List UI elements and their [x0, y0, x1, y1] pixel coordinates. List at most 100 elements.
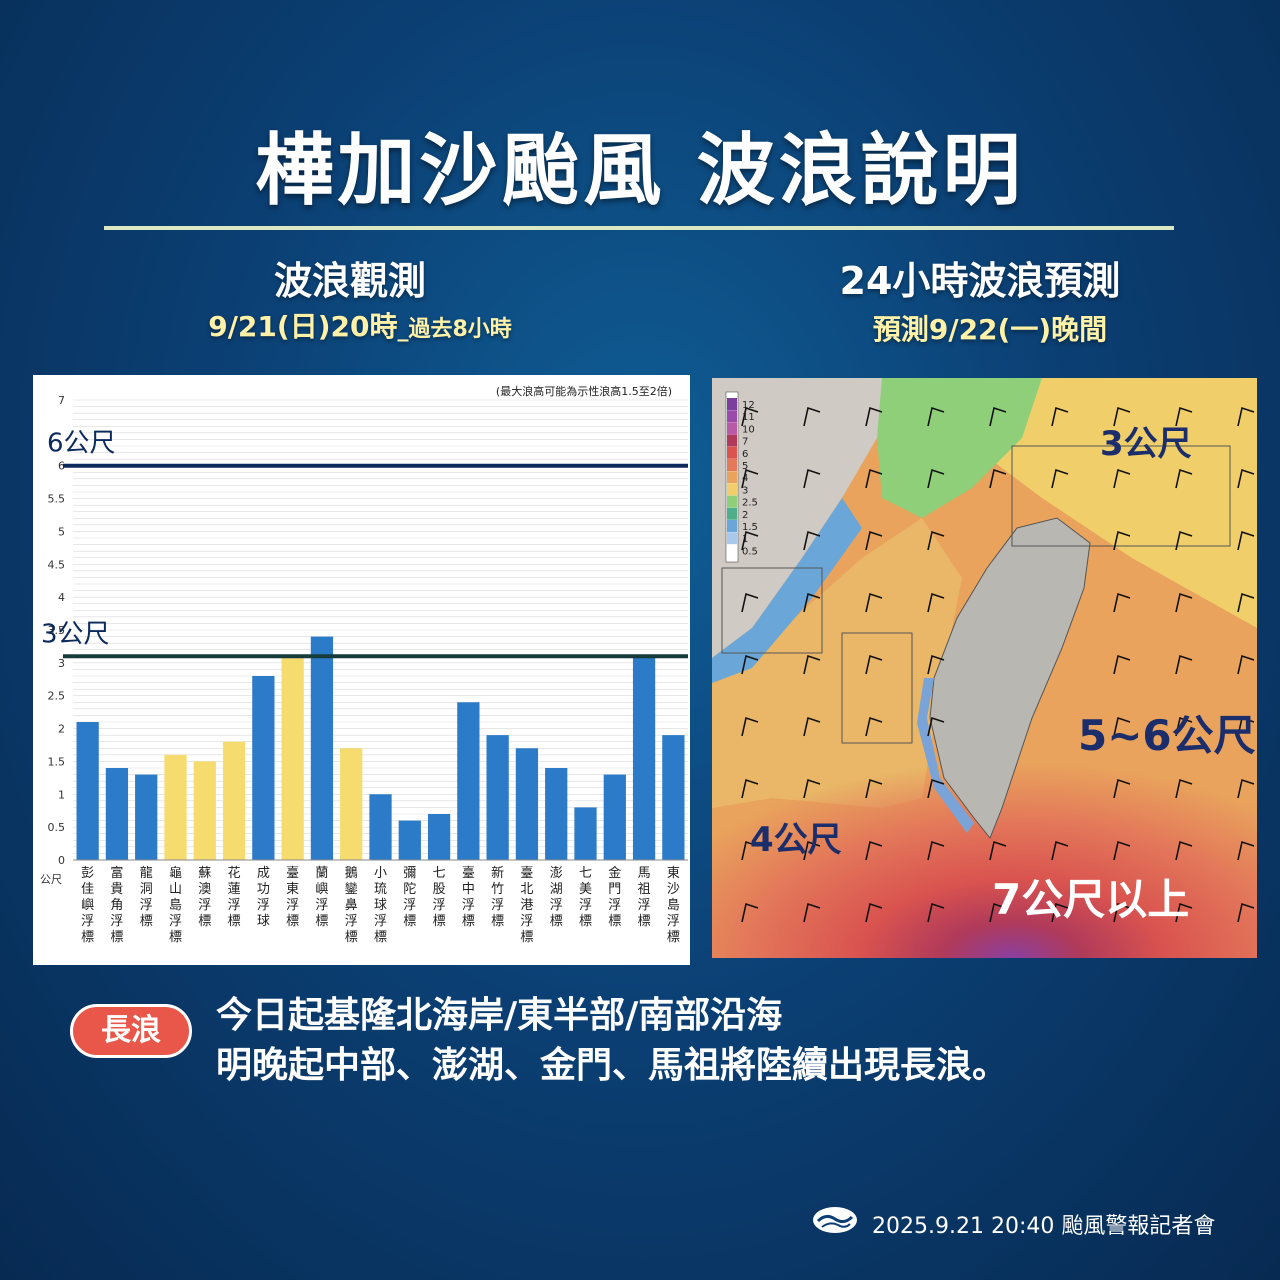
bar	[574, 807, 597, 860]
observation-period: _過去8小時	[397, 317, 512, 342]
wind-barb	[741, 530, 759, 551]
y-tick-label: 4	[58, 591, 65, 604]
category-label-char: 浮	[579, 898, 592, 913]
category-label-char: 標	[140, 914, 153, 929]
y-tick-label: 3	[58, 657, 65, 670]
chart-svg: 00.511.522.533.544.555.567公尺6公尺3公尺彭佳嶼浮標富…	[40, 394, 688, 945]
category-label-char: 臺	[286, 866, 299, 881]
wind-barb	[1113, 406, 1131, 427]
wave-forecast-map: 12 11 10 7 6 5 4 3 2.5 2 1.5 1 0.5 3公尺 5~6公尺 4公尺 7公尺…	[712, 378, 1257, 958]
category-label-char: 浮	[110, 914, 123, 929]
category-label-char: 陀	[403, 881, 416, 897]
wind-barb	[989, 406, 1007, 427]
category-label-char: 洞	[140, 882, 153, 897]
zone-penghu	[841, 632, 913, 744]
category-label-char: 金	[608, 865, 621, 881]
category-label-char: 浮	[169, 914, 182, 929]
wind-barb	[1175, 778, 1193, 799]
category-label-char: 島	[667, 898, 680, 913]
category-label-char: 標	[198, 914, 211, 929]
y-axis-label: 公尺	[40, 873, 62, 886]
category-label-char: 標	[433, 914, 446, 929]
wind-barb	[1113, 654, 1131, 675]
map-label-north: 3公尺	[1100, 424, 1192, 464]
wind-barb	[1237, 902, 1255, 923]
threshold-label: 6公尺	[47, 429, 116, 459]
wind-barb	[927, 530, 945, 551]
swell-badge: 長浪	[70, 1004, 192, 1058]
wind-barb	[1237, 406, 1255, 427]
wind-barb	[1113, 902, 1131, 923]
category-label-char: 浮	[520, 914, 533, 929]
bar	[398, 820, 421, 860]
legend-value: 2.5	[742, 498, 758, 509]
zone-north	[1011, 445, 1231, 547]
category-label-char: 湖	[550, 882, 563, 897]
wind-barb	[927, 716, 945, 737]
category-label-char: 嶼	[81, 898, 94, 913]
forecast-subtitle: 預測9/22(一)晚間	[872, 313, 1108, 346]
category-label-char: 竹	[491, 882, 504, 897]
category-label-char: 浮	[286, 898, 299, 913]
wind-barb	[1175, 902, 1193, 923]
category-label-char: 標	[667, 930, 680, 945]
bar	[662, 735, 685, 860]
legend-value: 11	[742, 412, 755, 423]
category-label-char: 標	[315, 914, 328, 929]
category-label-char: 富	[110, 865, 123, 881]
bar	[105, 768, 129, 860]
category-label-char: 標	[169, 930, 182, 945]
legend-value: 3	[742, 485, 748, 496]
category-label-char: 嶼	[315, 882, 328, 897]
category-label-char: 龍	[140, 865, 153, 881]
taiwan-west-shallow	[917, 678, 974, 833]
category-label-char: 標	[638, 914, 651, 929]
y-tick-label: 4.5	[48, 558, 66, 571]
wind-barb	[927, 902, 945, 923]
category-label-char: 澳	[198, 881, 211, 897]
wind-barb	[865, 406, 883, 427]
category-label-char: 浮	[140, 898, 153, 913]
bar	[310, 636, 334, 860]
footer-text: 2025.9.21 20:40 颱風警報記者會	[872, 1214, 1216, 1239]
bar	[427, 814, 451, 860]
wind-barb	[927, 468, 945, 489]
category-label-char: 七	[433, 866, 446, 881]
wind-barb	[741, 716, 759, 737]
legend-swatch	[727, 544, 737, 557]
legend-value: 2	[742, 510, 748, 521]
zone-strait	[721, 567, 823, 654]
wind-barb	[803, 902, 821, 923]
wind-barb	[803, 716, 821, 737]
category-label-char: 浮	[403, 898, 416, 913]
wind-barb	[1175, 406, 1193, 427]
category-label-char: 美	[579, 882, 592, 897]
category-label-char: 浮	[638, 898, 651, 913]
category-label-char: 花	[228, 865, 241, 881]
wind-barb	[1113, 840, 1131, 861]
title-divider	[104, 226, 1174, 230]
category-label-char: 臺	[462, 866, 475, 881]
category-label-char: 標	[520, 930, 533, 945]
wind-barb	[1051, 840, 1069, 861]
legend-swatch	[727, 471, 737, 484]
category-label-char: 祖	[638, 882, 651, 897]
category-label-char: 七	[579, 866, 592, 881]
wind-barb	[741, 840, 759, 861]
bar	[252, 676, 275, 860]
wind-barb	[803, 530, 821, 551]
bar	[603, 774, 626, 860]
wind-barb	[927, 406, 945, 427]
observation-time: 9/21(日)20時	[208, 310, 398, 343]
wind-barb	[1051, 468, 1069, 489]
legend-swatch	[727, 434, 737, 447]
wind-barb	[865, 902, 883, 923]
category-label-char: 標	[286, 914, 299, 929]
map-label-west: 4公尺	[750, 820, 842, 860]
observation-subtitle: 9/21(日)20時_過去8小時	[100, 305, 620, 345]
wind-barb	[1175, 716, 1193, 737]
y-tick-label: 0.5	[48, 821, 66, 834]
category-label-char: 門	[608, 882, 621, 897]
y-tick-label: 6	[58, 460, 65, 473]
wind-barb	[865, 840, 883, 861]
